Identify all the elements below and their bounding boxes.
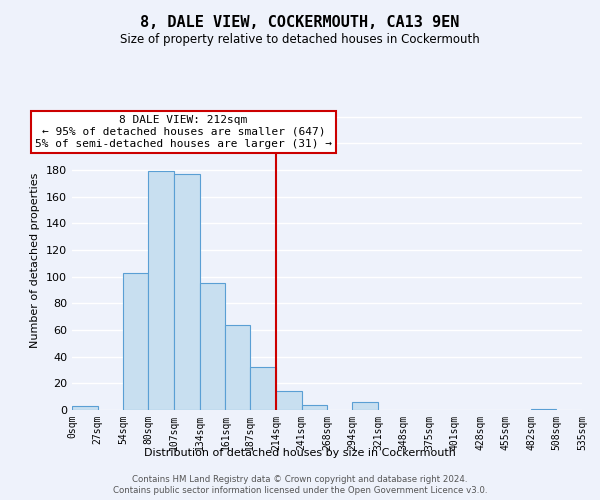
Bar (532, 408, 556, 410)
Bar (226, 324, 250, 410)
Bar (174, 174, 200, 410)
Text: Contains public sector information licensed under the Open Government Licence v3: Contains public sector information licen… (113, 486, 487, 495)
Text: Distribution of detached houses by size in Cockermouth: Distribution of detached houses by size … (144, 448, 456, 458)
Bar (124, 272, 148, 410)
Bar (302, 404, 328, 410)
Text: Size of property relative to detached houses in Cockermouth: Size of property relative to detached ho… (120, 32, 480, 46)
Bar (276, 392, 302, 410)
Text: Contains HM Land Registry data © Crown copyright and database right 2024.: Contains HM Land Registry data © Crown c… (132, 475, 468, 484)
Y-axis label: Number of detached properties: Number of detached properties (31, 172, 40, 348)
Bar (72, 406, 98, 410)
Bar (148, 172, 174, 410)
Text: 8, DALE VIEW, COCKERMOUTH, CA13 9EN: 8, DALE VIEW, COCKERMOUTH, CA13 9EN (140, 15, 460, 30)
Bar (200, 284, 226, 410)
Bar (352, 402, 378, 410)
Bar (250, 368, 276, 410)
Text: 8 DALE VIEW: 212sqm
← 95% of detached houses are smaller (647)
5% of semi-detach: 8 DALE VIEW: 212sqm ← 95% of detached ho… (35, 116, 332, 148)
